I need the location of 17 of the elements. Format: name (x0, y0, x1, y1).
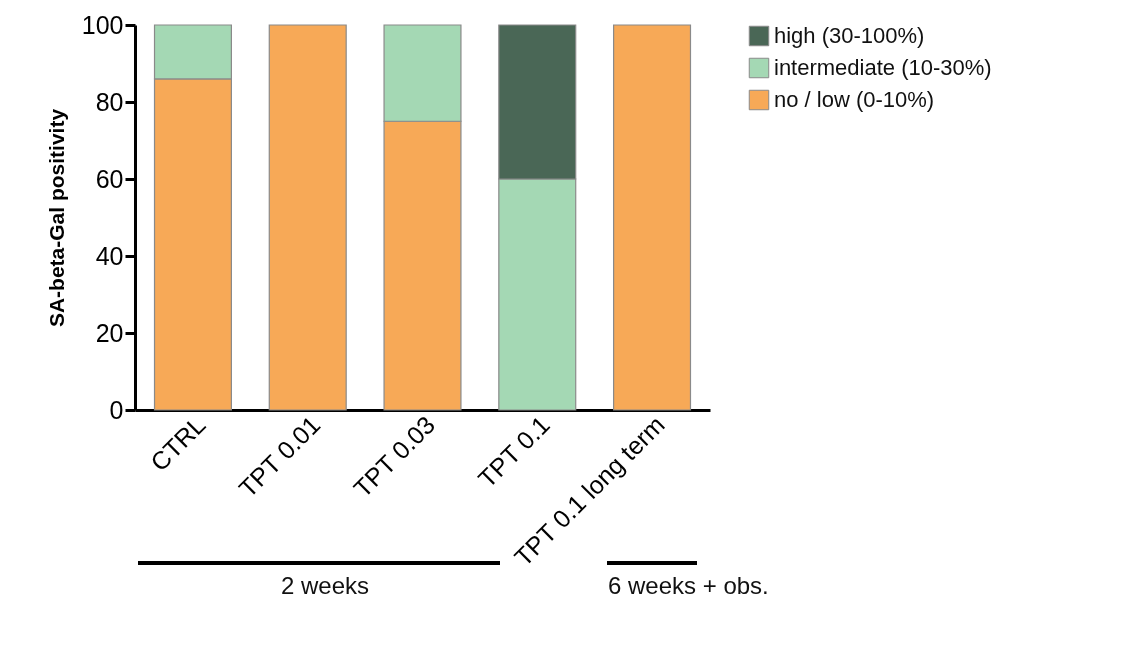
y-tick-label: 40 (95, 241, 124, 270)
legend-label: intermediate (10-30%) (774, 55, 992, 80)
x-tick-label: TPT 0.03 (347, 410, 441, 503)
y-tick-label: 80 (95, 87, 124, 116)
y-axis-title: SA-beta-Gal positivity (44, 108, 68, 328)
x-tick-label: TPT 0.01 (233, 410, 326, 503)
y-tick-label: 20 (95, 318, 124, 347)
text: 6 weeks + obs. (608, 572, 769, 600)
y-tick-label: 0 (109, 395, 124, 424)
y-tick-label: 100 (81, 10, 124, 39)
x-tick-label: TPT 0.1 (472, 410, 555, 493)
legend-label: high (30-100%) (774, 23, 925, 48)
y-tick-label: 60 (95, 164, 124, 193)
bar (268, 24, 347, 411)
text: 2 weeks (281, 572, 370, 600)
legend-label: no / low (0-10%) (774, 87, 935, 112)
bar (612, 24, 692, 411)
